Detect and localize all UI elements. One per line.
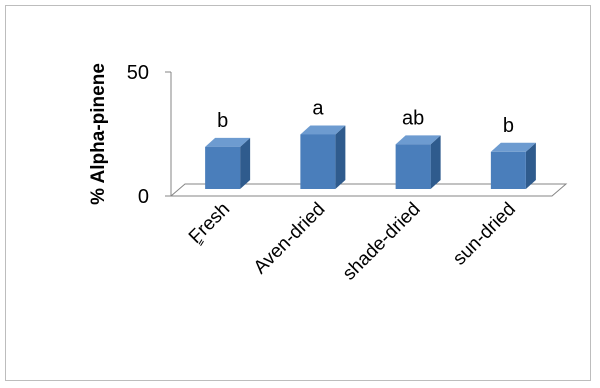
x-tick-label: ٍFresh [185,199,234,248]
x-tick-label: Aven-dried [250,199,330,279]
bar-front-face [300,134,336,189]
bars-group: bٍFresh a Aven-dried ab shade-dried b sun-drie… [185,97,536,284]
bar-annotation-label: ab [402,107,424,129]
bar-top-face [205,137,251,147]
y-tick-label-bottom: 0 [138,186,149,208]
bar-3 [395,135,441,189]
y-axis-label: % Alpha-pinene [88,63,109,205]
chart-frame [5,5,591,381]
bar-top-face [395,135,441,145]
y-tick-label-top: 50 [127,62,149,84]
bar-side-face [430,135,441,189]
bar-side-face [335,125,346,189]
bar-top-face [300,125,346,135]
bar-1 [205,137,251,189]
x-tick-label: shade-dried [339,199,425,285]
bar-top-face [490,142,536,152]
bar-side-face [240,137,251,189]
x-tick-label: sun-dried [449,199,520,270]
chart-axes [165,71,568,197]
bar-annotation-label: b [503,115,514,137]
bar-front-face [490,151,526,189]
bar-annotation-label: b [217,110,228,132]
bar-4 [490,142,536,189]
bar-side-face [525,142,536,189]
bar-annotation-label: a [312,97,324,119]
floor-plane [169,183,568,197]
bar-front-face [395,144,431,189]
bar-2 [300,125,346,189]
bar-front-face [205,146,241,189]
